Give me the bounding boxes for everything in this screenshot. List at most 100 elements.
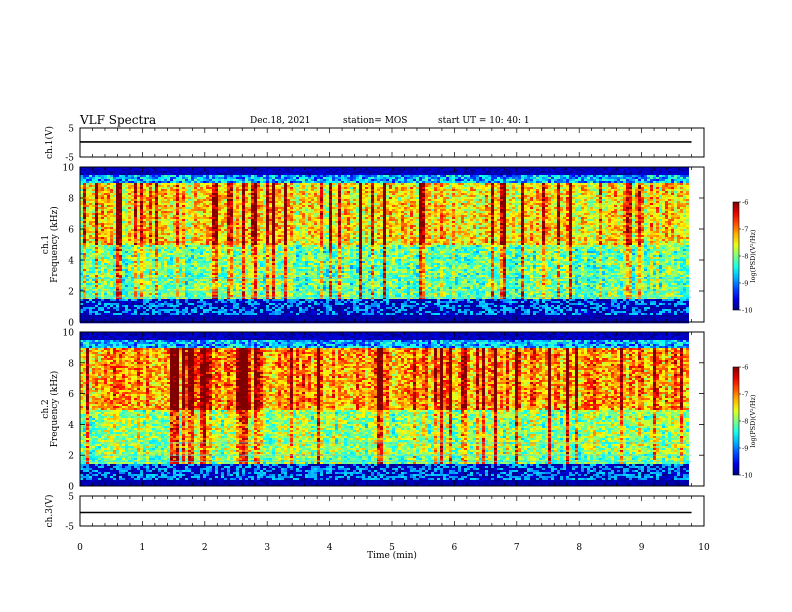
psd-cell [251, 239, 254, 241]
psd-cell [173, 311, 176, 313]
psd-cell [89, 303, 92, 305]
psd-cell [203, 309, 206, 311]
psd-cell [149, 171, 152, 173]
psd-cell [254, 245, 257, 247]
psd-cell [263, 283, 266, 285]
psd-cell [161, 237, 164, 239]
psd-cell [191, 225, 194, 227]
psd-cell [182, 237, 185, 239]
psd-cell [92, 251, 95, 253]
psd-cell [164, 201, 167, 203]
psd-cell [161, 267, 164, 269]
psd-cell [188, 285, 191, 287]
psd-cell [221, 185, 224, 187]
psd-cell [137, 287, 140, 289]
psd-cell [146, 285, 149, 287]
psd-cell [158, 307, 161, 309]
psd-cell [107, 247, 110, 249]
psd-cell [245, 287, 248, 289]
psd-cell [218, 273, 221, 275]
psd-cell [239, 281, 242, 283]
psd-cell [131, 283, 134, 285]
psd-cell [242, 261, 245, 263]
psd-cell [242, 315, 245, 317]
psd-cell [257, 249, 260, 251]
psd-cell [113, 243, 116, 245]
psd-cell [86, 187, 89, 189]
psd-cell [239, 259, 242, 261]
psd-cell [248, 273, 251, 275]
psd-cell [266, 219, 269, 221]
psd-cell [182, 195, 185, 197]
psd-cell [233, 191, 236, 193]
psd-cell [248, 173, 251, 175]
psd-cell [140, 305, 143, 307]
psd-cell [257, 243, 260, 245]
psd-cell [203, 265, 206, 267]
psd-cell [152, 223, 155, 225]
psd-cell [128, 265, 131, 267]
psd-cell [92, 313, 95, 315]
psd-cell [149, 199, 152, 201]
psd-cell [260, 267, 263, 269]
psd-cell [95, 309, 98, 311]
psd-cell [176, 177, 179, 179]
psd-cell [83, 169, 86, 171]
psd-cell [215, 175, 218, 177]
psd-cell [95, 269, 98, 271]
psd-cell [209, 245, 212, 247]
psd-cell [194, 239, 197, 241]
psd-cell [95, 209, 98, 211]
psd-cell [113, 203, 116, 205]
psd-cell [161, 215, 164, 217]
psd-cell [125, 319, 128, 321]
psd-cell [155, 287, 158, 289]
psd-cell [101, 293, 104, 295]
psd-cell [149, 215, 152, 217]
psd-cell [167, 195, 170, 197]
psd-cell [182, 249, 185, 251]
psd-cell [245, 319, 248, 321]
psd-cell [92, 293, 95, 295]
psd-cell [134, 253, 137, 255]
psd-cell [89, 265, 92, 267]
psd-cell [89, 237, 92, 239]
psd-cell [137, 255, 140, 257]
psd-cell [119, 209, 122, 211]
psd-cell [230, 257, 233, 259]
psd-cell [257, 235, 260, 237]
psd-cell [107, 239, 110, 241]
psd-cell [188, 183, 191, 185]
psd-cell [263, 235, 266, 237]
psd-cell [149, 269, 152, 271]
psd-cell [257, 177, 260, 179]
psd-cell [161, 279, 164, 281]
psd-cell [215, 195, 218, 197]
psd-cell [92, 183, 95, 185]
psd-cell [143, 319, 146, 321]
psd-cell [182, 265, 185, 267]
psd-cell [257, 195, 260, 197]
psd-cell [206, 213, 209, 215]
psd-cell [98, 299, 101, 301]
psd-cell [236, 315, 239, 317]
psd-cell [209, 285, 212, 287]
psd-cell [191, 231, 194, 233]
psd-cell [134, 175, 137, 177]
psd-cell [206, 285, 209, 287]
psd-cell [209, 251, 212, 253]
psd-cell [266, 235, 269, 237]
psd-cell [203, 267, 206, 269]
psd-cell [245, 311, 248, 313]
psd-cell [233, 251, 236, 253]
psd-cell [167, 221, 170, 223]
psd-cell [116, 307, 119, 309]
psd-cell [101, 257, 104, 259]
psd-cell [209, 221, 212, 223]
psd-cell [263, 219, 266, 221]
psd-cell [209, 229, 212, 231]
psd-cell [107, 261, 110, 263]
psd-cell [107, 201, 110, 203]
psd-cell [239, 233, 242, 235]
